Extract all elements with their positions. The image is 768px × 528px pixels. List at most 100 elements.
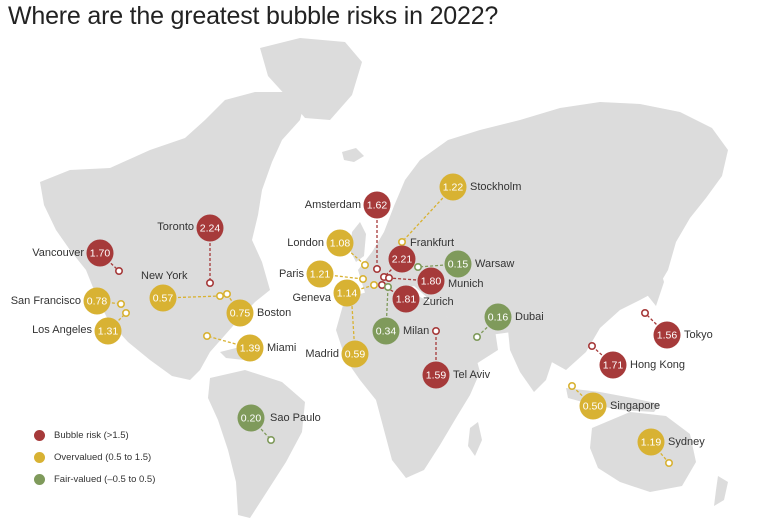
city-name: Singapore	[610, 400, 660, 412]
location-dot-vancouver	[115, 266, 124, 275]
location-dot-stockholm	[397, 238, 406, 247]
city-name: Vancouver	[32, 247, 84, 259]
city-marker-warsaw: 0.15 Warsaw	[444, 250, 514, 278]
bubble-value: 0.75	[230, 308, 251, 320]
city-name: London	[287, 237, 324, 249]
value-bubble	[484, 303, 512, 331]
location-dot-tel-aviv	[431, 326, 440, 335]
value-bubble	[372, 317, 400, 345]
land-south-america	[208, 370, 305, 518]
land-north-america	[40, 92, 305, 380]
land-eurasia	[358, 102, 728, 370]
location-dot-boston	[223, 289, 232, 298]
city-name: Zurich	[423, 296, 454, 308]
city-marker-toronto: 2.24 Toronto	[157, 214, 224, 242]
land-japan	[648, 262, 664, 306]
location-dot-sydney	[664, 458, 673, 467]
page-title: Where are the greatest bubble risks in 2…	[8, 2, 499, 30]
city-marker-london: 1.08 London	[287, 229, 354, 257]
bubble-value: 1.21	[310, 269, 331, 281]
bubble-value: 0.50	[583, 401, 604, 413]
value-bubble	[653, 321, 681, 349]
location-dot-geneva	[369, 280, 378, 289]
bubble-value: 1.81	[396, 294, 417, 306]
location-dot-milan	[383, 282, 392, 291]
value-bubble	[86, 239, 114, 267]
location-dot-warsaw	[413, 262, 422, 271]
city-name: Sydney	[668, 436, 705, 448]
land-iceland	[342, 148, 364, 162]
location-dot-los-angeles	[122, 308, 131, 317]
land-africa	[336, 290, 480, 478]
location-dot-san-francisco	[117, 299, 126, 308]
fair-valued-swatch	[34, 473, 45, 485]
legend-item-fair-valued: Fair-valued (–0.5 to 0.5)	[34, 468, 155, 490]
value-bubble	[363, 191, 391, 219]
value-bubble	[236, 334, 264, 362]
city-marker-munich: 1.80 Munich	[417, 267, 483, 295]
city-marker-milan: 0.34 Milan	[372, 317, 429, 345]
city-marker-geneva: 1.14 Geneva	[292, 279, 361, 307]
value-bubble	[226, 299, 254, 327]
location-dot-toronto	[206, 278, 215, 287]
bubble-value: 1.59	[426, 370, 447, 382]
city-marker-tokyo: 1.56 Tokyo	[653, 321, 713, 349]
bubble-value: 0.15	[448, 259, 469, 271]
map-legend: Bubble risk (>1.5) Overvalued (0.5 to 1.…	[34, 424, 155, 490]
city-marker-sydney: 1.19 Sydney	[637, 428, 705, 456]
value-bubble	[149, 284, 177, 312]
city-name: Tel Aviv	[453, 369, 491, 381]
city-marker-sao-paulo: 0.20 Sao Paulo	[237, 404, 321, 432]
value-bubble	[306, 260, 334, 288]
city-name: Los Angeles	[32, 324, 92, 336]
overvalued-swatch	[34, 451, 45, 463]
bubble-value: 1.56	[657, 330, 678, 342]
city-name: Tokyo	[684, 329, 713, 341]
land-arabia	[440, 316, 498, 364]
city-marker-frankfurt: 2.21 Frankfurt	[388, 237, 454, 273]
bubble-value: 0.59	[345, 349, 366, 361]
city-name: Miami	[267, 342, 296, 354]
bubble-value: 1.22	[443, 182, 464, 194]
bubble-value: 1.80	[421, 276, 442, 288]
legend-item-bubble-risk: Bubble risk (>1.5)	[34, 424, 155, 446]
land-uk	[350, 222, 366, 262]
value-bubble	[444, 250, 472, 278]
value-bubble	[579, 392, 607, 420]
bubble-value: 2.21	[392, 254, 413, 266]
value-bubble	[599, 351, 627, 379]
city-marker-los-angeles: 1.31 Los Angeles	[32, 317, 122, 345]
city-name: Toronto	[157, 221, 194, 233]
location-dot-miami	[203, 331, 212, 340]
city-name: Warsaw	[475, 258, 514, 270]
city-name: Boston	[257, 307, 291, 319]
value-bubble	[388, 245, 416, 273]
bubble-value: 0.20	[241, 413, 262, 425]
land-madagascar	[468, 422, 482, 456]
city-marker-dubai: 0.16 Dubai	[484, 303, 544, 331]
city-name: Sao Paulo	[270, 412, 321, 424]
location-dot-singapore	[567, 381, 576, 390]
bubble-value: 0.78	[87, 296, 108, 308]
city-marker-amsterdam: 1.62 Amsterdam	[305, 191, 391, 219]
value-bubble	[392, 285, 420, 313]
location-dot-london	[360, 260, 369, 269]
city-marker-new-york: 0.57 New York	[141, 270, 188, 312]
city-name: Paris	[279, 268, 305, 280]
city-name: Amsterdam	[305, 199, 361, 211]
bubble-value: 1.31	[98, 326, 119, 338]
value-bubble	[417, 267, 445, 295]
city-name: San Francisco	[11, 295, 81, 307]
city-marker-singapore: 0.50 Singapore	[579, 392, 660, 420]
bubble-value: 1.62	[367, 200, 388, 212]
location-dot-new-york	[216, 291, 225, 300]
value-bubble	[439, 173, 467, 201]
value-bubble	[94, 317, 122, 345]
legend-item-overvalued: Overvalued (0.5 to 1.5)	[34, 446, 155, 468]
location-dot-hong-kong	[587, 341, 596, 350]
value-bubble	[237, 404, 265, 432]
value-bubble	[83, 287, 111, 315]
legend-label: Fair-valued (–0.5 to 0.5)	[54, 473, 156, 485]
value-bubble	[326, 229, 354, 257]
value-bubble	[637, 428, 665, 456]
